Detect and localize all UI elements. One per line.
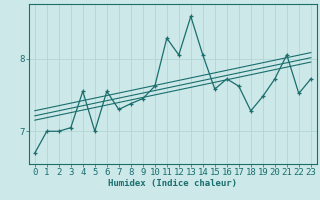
X-axis label: Humidex (Indice chaleur): Humidex (Indice chaleur) xyxy=(108,179,237,188)
